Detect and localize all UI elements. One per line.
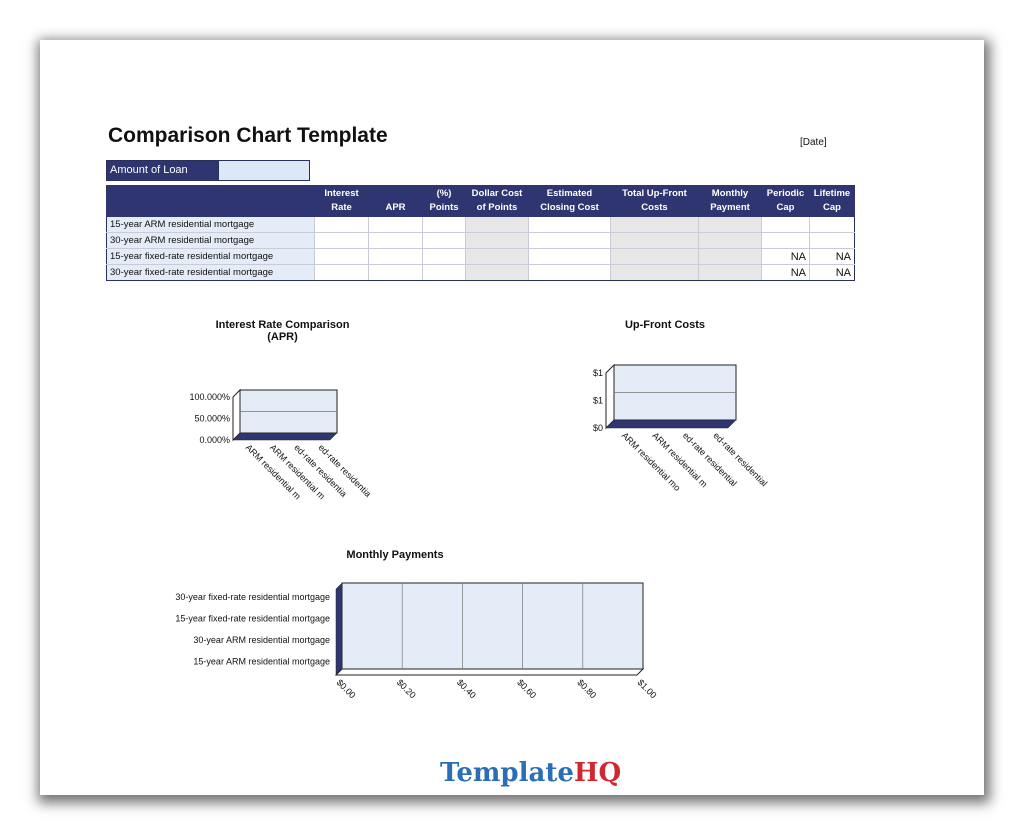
- monthly-xtick-label: $0.20: [395, 677, 418, 700]
- row-label: 30-year fixed-rate residential mortgage: [106, 264, 315, 281]
- header-blank: [106, 185, 315, 217]
- monthly-plot-wall: [341, 582, 644, 670]
- monthly-category-label: 30-year fixed-rate residential mortgage: [175, 592, 330, 602]
- interest-floor: [232, 432, 338, 441]
- cell-periodic-cap[interactable]: NA: [761, 264, 810, 281]
- header-upfront-costs-l1: Total Up-Front: [622, 188, 687, 199]
- interest-ytick-label: 100.000%: [189, 392, 230, 402]
- loan-amount-input[interactable]: [218, 161, 309, 180]
- header-interest-rate-l1: Interest: [324, 188, 359, 199]
- cell-dollar-cost: [465, 264, 529, 281]
- header-monthly-payment-l2: Payment: [710, 202, 750, 213]
- monthly-category-label: 15-year fixed-rate residential mortgage: [175, 613, 330, 623]
- date-field[interactable]: [Date]: [800, 137, 827, 148]
- page-title: Comparison Chart Template: [108, 124, 388, 147]
- monthly-floor: [334, 668, 645, 676]
- cell-monthly-payment: [698, 248, 762, 265]
- header-closing-cost-l1: Estimated: [546, 188, 593, 199]
- upfront-ytick-label: $0: [593, 423, 603, 433]
- header-lifetime-cap-l2: Cap: [823, 202, 841, 213]
- header-points-l1: (%): [436, 188, 452, 199]
- cell-monthly-payment: [698, 264, 762, 281]
- monthly-side-wall: [335, 582, 343, 676]
- cell-dollar-cost: [465, 216, 529, 233]
- logo-part1: Template: [440, 758, 574, 788]
- monthly-xtick-label: $1.00: [636, 677, 659, 700]
- interest-ytick-label: 50.000%: [194, 414, 230, 424]
- header-periodic-cap-l1: Periodic: [766, 188, 805, 199]
- header-lifetime-cap-l1: Lifetime: [813, 188, 851, 199]
- header-periodic-cap-l2: Cap: [776, 202, 795, 213]
- cell-upfront-costs: [610, 264, 699, 281]
- header-upfront-costs-l2: Costs: [641, 202, 668, 213]
- header-interest-rate-l2: Rate: [331, 202, 352, 213]
- header-closing-cost-l2: Closing Cost: [540, 202, 599, 213]
- monthly-xtick-label: $0.00: [335, 677, 358, 700]
- monthly-category-label: 15-year ARM residential mortgage: [193, 656, 330, 666]
- upfront-ytick-label: $1: [593, 368, 603, 378]
- header-apr-text: APR: [385, 202, 406, 213]
- header-upfront-costs: Total Up-Front Costs: [610, 185, 699, 217]
- cell-upfront-costs: [610, 216, 699, 233]
- loan-amount-box: Amount of Loan: [106, 160, 310, 181]
- table-row: 30-year fixed-rate residential mortgage …: [106, 264, 855, 281]
- monthly-category-label: 30-year ARM residential mortgage: [193, 635, 330, 645]
- header-closing-cost: Estimated Closing Cost: [528, 185, 611, 217]
- monthly-xtick-label: $0.60: [515, 677, 538, 700]
- cell-lifetime-cap[interactable]: NA: [809, 264, 855, 281]
- chart-title-monthly-payments: Monthly Payments: [346, 549, 444, 561]
- header-dollar-cost-l2: of Points: [476, 202, 518, 213]
- cell-upfront-costs: [610, 248, 699, 265]
- monthly-xtick-label: $0.80: [575, 677, 598, 700]
- header-points: (%) Points: [422, 185, 466, 217]
- header-points-l2: Points: [429, 202, 459, 213]
- row-label: 15-year fixed-rate residential mortgage: [106, 248, 315, 265]
- loan-amount-label: Amount of Loan: [107, 161, 218, 180]
- templatehq-logo: TemplateHQ: [440, 758, 621, 788]
- upfront-ytick-label: $1: [593, 396, 603, 406]
- table-row: 30-year ARM residential mortgage: [106, 232, 855, 249]
- header-lifetime-cap: Lifetime Cap: [809, 185, 855, 217]
- header-dollar-cost-l1: Dollar Cost: [471, 188, 523, 199]
- comparison-table: Interest Rate APR (%) Points Dollar Cost of…: [106, 185, 855, 281]
- upfront-floor: [605, 419, 737, 429]
- chart-title-interest-rate: Interest Rate Comparison (APR): [215, 319, 350, 343]
- header-periodic-cap: Periodic Cap: [761, 185, 810, 217]
- header-monthly-payment-l1: Monthly: [711, 188, 749, 199]
- monthly-xtick-label: $0.40: [455, 677, 478, 700]
- row-label: 15-year ARM residential mortgage: [106, 216, 315, 233]
- row-label: 30-year ARM residential mortgage: [106, 232, 315, 249]
- cell-dollar-cost: [465, 232, 529, 249]
- logo-part2: HQ: [573, 758, 622, 788]
- table-row: 15-year fixed-rate residential mortgage …: [106, 248, 855, 265]
- header-dollar-cost: Dollar Cost of Points: [465, 185, 529, 217]
- interest-ytick-label: 0.000%: [199, 435, 230, 445]
- cell-dollar-cost: [465, 248, 529, 265]
- cell-upfront-costs: [610, 232, 699, 249]
- chart-title-upfront-costs: Up-Front Costs: [624, 319, 706, 331]
